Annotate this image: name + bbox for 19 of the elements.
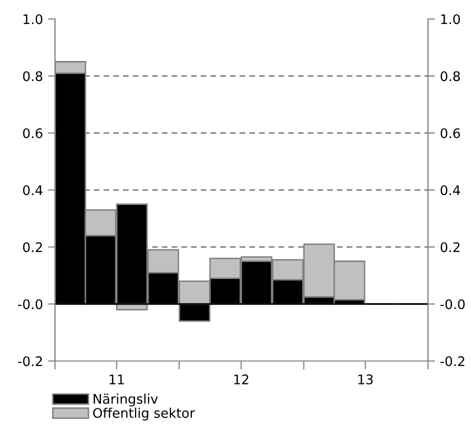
y2-tick-label: 0.2 [440, 242, 460, 252]
x-tick-label: 13 [358, 374, 373, 384]
legend-label: Näringsliv [94, 394, 158, 406]
x-tick-label: 12 [234, 374, 248, 384]
y2-tick-label: 0.8 [440, 71, 460, 82]
y2-tick-label: 1.0 [441, 14, 460, 24]
y2-tick-label: 0.6 [440, 128, 460, 138]
y-tick-label: 1.0 [24, 14, 42, 24]
y-tick-label: -0.2 [18, 356, 42, 366]
y2-tick-label: -0.2 [440, 356, 464, 366]
y2-tick-label: 0.4 [440, 185, 460, 196]
legend-label: Offentlig sektor [93, 408, 195, 420]
y-tick-label: 0.2 [23, 242, 42, 252]
y-tick-label: 0.8 [23, 71, 42, 82]
y-tick-label: 0.6 [23, 128, 42, 138]
y-tick-label: -0.0 [18, 299, 42, 310]
y2-tick-label: -0.0 [440, 299, 465, 310]
y-tick-label: 0.4 [23, 185, 42, 196]
x-tick-label: 11 [110, 374, 124, 384]
